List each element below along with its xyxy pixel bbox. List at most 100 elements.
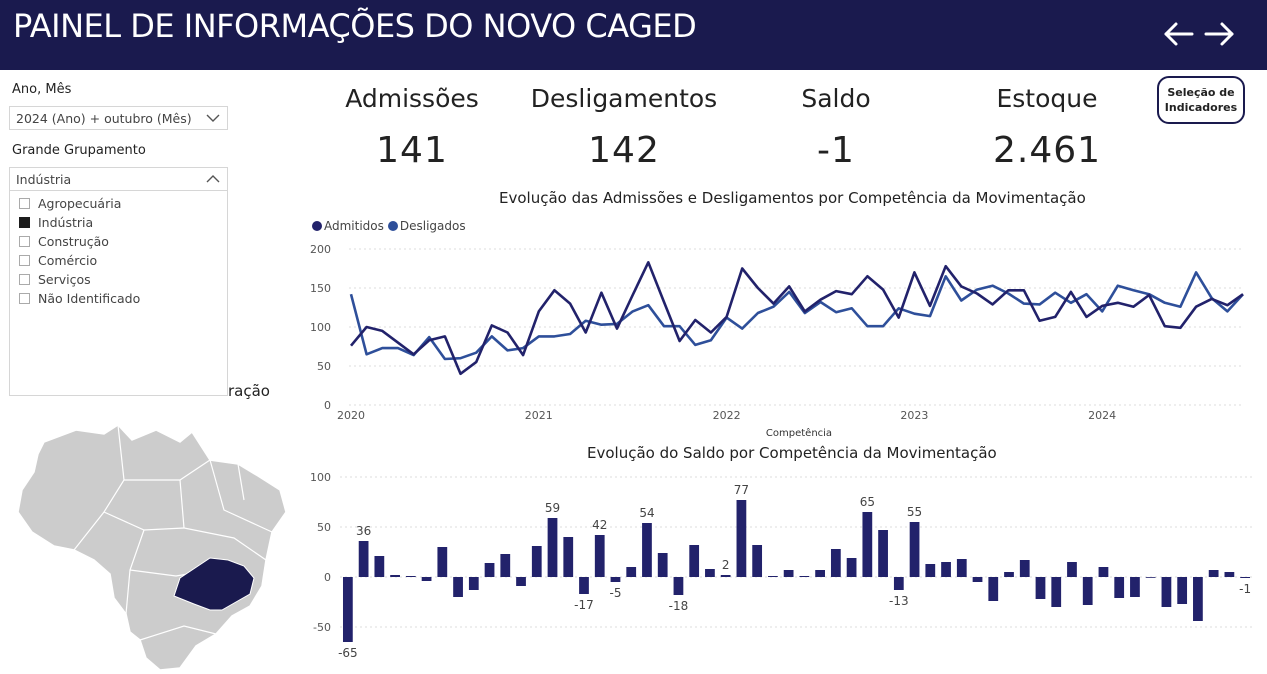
saldo-bar: [531, 546, 542, 577]
data-label: 36: [356, 524, 371, 538]
saldo-bar: [925, 564, 936, 577]
saldo-bar: [374, 556, 385, 577]
data-label: -65: [338, 646, 358, 660]
legend-desligados[interactable]: Desligados: [387, 219, 466, 233]
data-label: -17: [574, 598, 594, 612]
saldo-bar: [988, 577, 999, 601]
data-label: 54: [639, 506, 654, 520]
x-tick-label: 2022: [713, 409, 741, 422]
checkbox-icon: [19, 274, 30, 285]
saldo-bar: [1193, 577, 1203, 621]
data-label: 65: [860, 495, 875, 509]
saldo-bar: [1161, 577, 1172, 607]
saldo-bar: [421, 577, 432, 581]
saldo-bar: [516, 577, 526, 586]
map-title: ração: [228, 382, 270, 400]
saldo-bar: [1019, 560, 1030, 577]
saldo-bar: [893, 577, 904, 590]
data-label: 77: [734, 483, 749, 497]
saldo-bar: [563, 537, 574, 577]
option-nao-identificado[interactable]: Não Identificado: [19, 289, 140, 308]
option-agropecuaria[interactable]: Agropecuária: [19, 194, 121, 213]
checkbox-icon: [19, 255, 30, 266]
saldo-bar: [972, 577, 983, 582]
ano-mes-label: Ano, Mês: [12, 82, 72, 97]
option-label: Serviços: [38, 272, 91, 287]
chevron-down-icon: [206, 114, 220, 122]
option-label: Não Identificado: [38, 291, 141, 306]
grupamento-dropdown[interactable]: Indústria: [9, 167, 228, 191]
button-line-2: Indicadores: [1164, 101, 1238, 114]
saldo-bar: [547, 518, 558, 577]
checkbox-checked-icon: [19, 217, 30, 228]
kpi-admissoes-title: Admissões: [345, 84, 479, 113]
saldo-bar: [846, 558, 857, 577]
legend-admitidos[interactable]: Admitidos: [312, 219, 384, 233]
saldo-bar: [1035, 577, 1046, 599]
y-tick-label: 50: [317, 521, 331, 534]
legend-dot-icon: [387, 221, 398, 231]
option-construcao[interactable]: Construção: [19, 232, 109, 251]
brazil-map-base: [17, 424, 287, 671]
saldo-bar: [1082, 577, 1093, 605]
selecao-indicadores-button[interactable]: Seleção de Indicadores: [1157, 76, 1245, 124]
header-bar: PAINEL DE INFORMAÇÕES DO NOVO CAGED: [0, 0, 1267, 70]
saldo-bar: [642, 523, 652, 577]
legend-label: Desligados: [399, 219, 466, 233]
saldo-bar: [1067, 562, 1077, 577]
saldo-bar: [705, 569, 715, 577]
kpi-saldo-value: -1: [817, 130, 855, 171]
data-label: -1: [1239, 582, 1251, 596]
saldo-bar: [862, 512, 873, 577]
data-label: -13: [889, 594, 909, 608]
saldo-bar: [1004, 572, 1014, 577]
saldo-bar: [453, 577, 463, 597]
checkbox-icon: [19, 293, 30, 304]
brazil-map[interactable]: [14, 420, 290, 671]
legend-label: Admitidos: [324, 219, 384, 233]
data-label: 59: [545, 501, 560, 515]
minas-gerais-highlight: [173, 557, 255, 611]
saldo-bar: [1177, 577, 1188, 604]
saldo-bar: [610, 577, 621, 582]
bar-chart-title: Evolução do Saldo por Competência da Mov…: [587, 444, 997, 462]
saldo-bar: [909, 522, 920, 577]
option-servicos[interactable]: Serviços: [19, 270, 91, 289]
saldo-bar: [390, 575, 400, 577]
forward-arrow-icon[interactable]: [1201, 16, 1237, 52]
saldo-bar: [405, 576, 416, 577]
saldo-bar: [626, 567, 637, 577]
saldo-bar: [342, 577, 353, 642]
option-label: Agropecuária: [38, 196, 122, 211]
saldo-bar: [956, 559, 967, 577]
saldo-bar: [752, 545, 763, 577]
saldo-bar: [358, 541, 369, 577]
data-label: -5: [609, 586, 621, 600]
ano-mes-dropdown[interactable]: 2024 (Ano) + outubro (Mês): [9, 106, 228, 130]
saldo-bar: [1240, 577, 1251, 578]
saldo-bar: [720, 575, 731, 577]
back-arrow-icon[interactable]: [1161, 16, 1197, 52]
x-tick-label: 2023: [900, 409, 928, 422]
saldo-bar: [594, 535, 605, 577]
series-line-desligados: [349, 271, 1244, 361]
option-comercio[interactable]: Comércio: [19, 251, 97, 270]
data-label: 2: [722, 558, 730, 572]
grupamento-label: Grande Grupamento: [12, 143, 146, 158]
saldo-bar: [579, 577, 589, 594]
saldo-bar: [1224, 572, 1235, 577]
kpi-desligamentos-value: 142: [588, 130, 660, 171]
saldo-bar: [815, 570, 825, 577]
data-label: 42: [592, 518, 607, 532]
saldo-bar: [941, 562, 951, 577]
y-tick-label: 150: [310, 282, 331, 295]
grupamento-value: Indústria: [16, 172, 72, 187]
bar-chart: -50 0 50 100 -65 36 59 -17 42 -5 54 -18 2 77 65 -13 55 -1: [310, 471, 1253, 660]
x-tick-label: 2020: [337, 409, 365, 422]
saldo-bar: [878, 530, 888, 577]
saldo-bar: [736, 500, 747, 577]
data-label: 55: [907, 505, 922, 519]
x-tick-label: 2021: [525, 409, 553, 422]
saldo-bar: [657, 553, 668, 577]
option-industria[interactable]: Indústria: [19, 213, 93, 232]
